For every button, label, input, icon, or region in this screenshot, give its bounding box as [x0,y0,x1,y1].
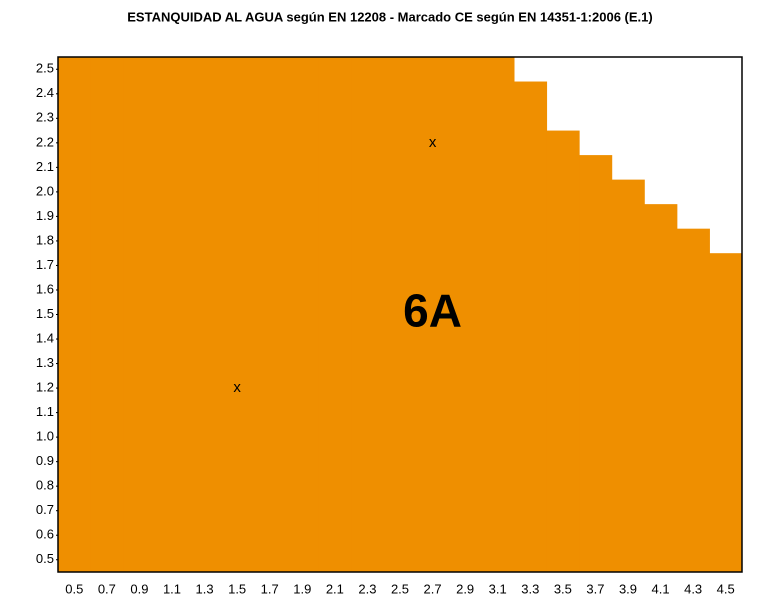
y-tick-label: 1.6 [36,281,54,296]
y-tick-label: 2.3 [36,110,54,125]
annotation: x [233,379,241,396]
bar [123,57,157,572]
bar [220,57,254,572]
bar [579,155,613,572]
bar [644,204,678,572]
x-tick-label: 3.1 [489,581,507,596]
y-tick-label: 1.8 [36,232,54,247]
x-tick-label: 2.7 [424,581,442,596]
y-tick-label: 0.5 [36,551,54,566]
y-tick-label: 0.8 [36,478,54,493]
bar [514,81,548,573]
x-tick-label: 3.7 [586,581,604,596]
y-tick-label: 2.4 [36,85,54,100]
y-tick-label: 0.9 [36,453,54,468]
x-tick-label: 4.1 [652,581,670,596]
x-tick-label: 1.5 [228,581,246,596]
bar [155,57,189,572]
y-tick-label: 0.6 [36,527,54,542]
bar [448,57,482,572]
x-tick-label: 1.3 [196,581,214,596]
y-tick-label: 1.7 [36,257,54,272]
x-tick-label: 0.5 [65,581,83,596]
y-tick-label: 0.7 [36,502,54,517]
bar [546,130,580,573]
y-tick-label: 1.3 [36,355,54,370]
bar [253,57,287,572]
bar [481,57,515,572]
y-tick-label: 1.9 [36,208,54,223]
annotation: 6A [403,285,462,337]
x-tick-label: 0.9 [130,581,148,596]
bar [58,57,92,572]
x-tick-label: 0.7 [98,581,116,596]
bar [318,57,352,572]
annotation: x [429,134,437,151]
x-tick-label: 3.9 [619,581,637,596]
bar [286,57,320,572]
y-tick-label: 1.2 [36,380,54,395]
x-tick-label: 4.5 [717,581,735,596]
bar [709,253,743,572]
bar [383,57,417,572]
y-tick-label: 1.5 [36,306,54,321]
y-tick-label: 1.1 [36,404,54,419]
y-tick-label: 2.0 [36,183,54,198]
bar [351,57,385,572]
plot-border [57,56,743,573]
y-tick-label: 2.2 [36,134,54,149]
x-tick-label: 1.9 [293,581,311,596]
x-tick-label: 3.5 [554,581,572,596]
y-tick-label: 2.1 [36,159,54,174]
bar [676,228,710,572]
y-tick-label: 1.4 [36,330,54,345]
x-tick-label: 2.9 [456,581,474,596]
x-tick-label: 4.3 [684,581,702,596]
x-tick-label: 2.5 [391,581,409,596]
bar [90,57,124,572]
x-tick-label: 2.3 [358,581,376,596]
y-tick-label: 1.0 [36,429,54,444]
bar [416,57,450,572]
chart-title: ESTANQUIDAD AL AGUA según EN 12208 - Mar… [127,9,652,24]
y-tick-label: 2.5 [36,61,54,76]
x-tick-label: 1.7 [261,581,279,596]
bar [188,57,222,572]
x-tick-label: 3.3 [521,581,539,596]
bar [611,179,645,572]
x-tick-label: 1.1 [163,581,181,596]
x-tick-label: 2.1 [326,581,344,596]
